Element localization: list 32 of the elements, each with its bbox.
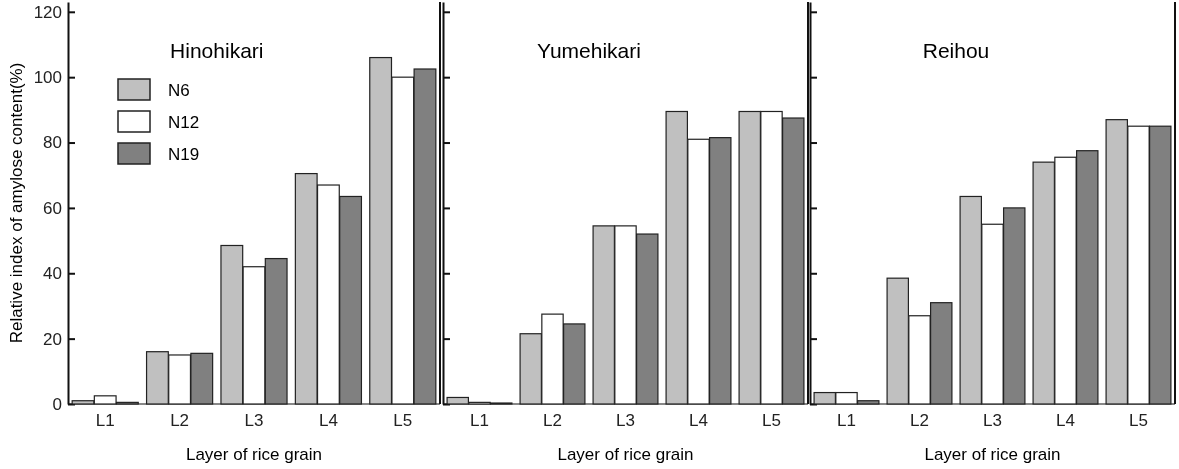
x-tick-label: L1 xyxy=(470,411,489,431)
x-tick-label: L3 xyxy=(244,411,264,431)
y-tick-label: 80 xyxy=(43,133,62,153)
y-tick-label: 0 xyxy=(52,394,62,414)
x-tick-label: L5 xyxy=(1129,411,1148,431)
y-tick-label: 60 xyxy=(43,198,62,218)
x-tick-label: L2 xyxy=(543,411,562,431)
text: Reihou xyxy=(922,39,990,62)
x-axis-title: Layer of rice grain xyxy=(185,445,323,464)
text: Hinohikari xyxy=(170,39,264,62)
y-tick-label: 100 xyxy=(33,68,62,88)
y-tick-label: 120 xyxy=(33,2,62,22)
x-axis-title: Layer of rice grain xyxy=(924,445,1061,464)
y-tick-label: 20 xyxy=(43,329,62,349)
y-axis-title: Relative index of amylose content(%) xyxy=(7,62,26,344)
x-tick-label: L1 xyxy=(837,411,856,431)
x-tick-label: L4 xyxy=(689,411,708,431)
x-tick-label: L4 xyxy=(318,411,338,431)
x-tick-label: L2 xyxy=(910,411,929,431)
legend-label: N12 xyxy=(168,113,200,132)
x-tick-label: L3 xyxy=(983,411,1002,431)
x-tick-label: L1 xyxy=(95,411,115,431)
x-tick-label: L3 xyxy=(616,411,635,431)
legend-label: N6 xyxy=(168,81,190,100)
x-tick-label: L2 xyxy=(170,411,190,431)
x-axis-title: Layer of rice grain xyxy=(557,445,694,464)
x-tick-label: L5 xyxy=(762,411,781,431)
text: Yumehikari xyxy=(537,39,641,62)
x-tick-label: L5 xyxy=(393,411,413,431)
legend-label: N19 xyxy=(168,145,200,164)
y-tick-label: 40 xyxy=(43,264,62,284)
x-tick-label: L4 xyxy=(1056,411,1075,431)
